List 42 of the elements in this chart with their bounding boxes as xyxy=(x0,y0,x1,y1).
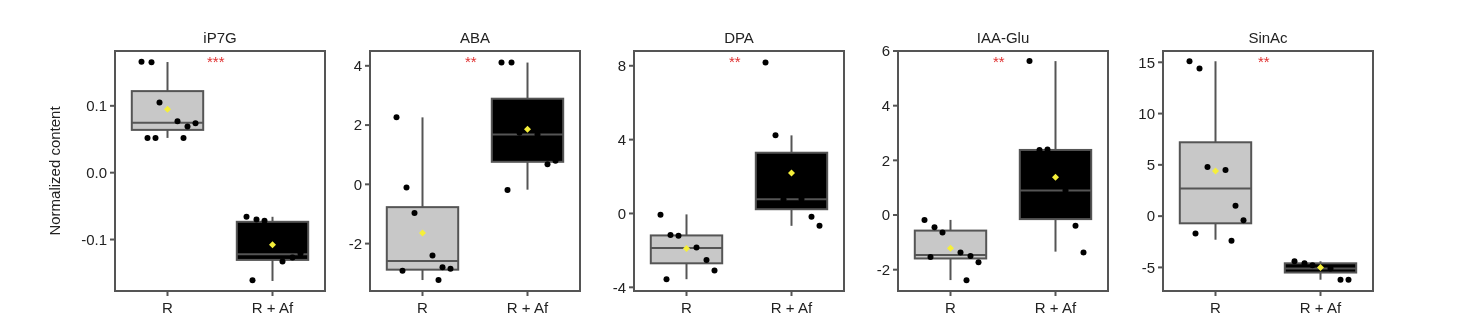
chart-title: DPA xyxy=(724,29,754,46)
y-tick-label: 2 xyxy=(881,151,890,169)
x-tick-label: R xyxy=(162,299,174,316)
x-tick-label: R xyxy=(417,299,429,316)
x-tick-label: R + Af xyxy=(251,299,294,316)
annotation: ** xyxy=(728,53,741,70)
x-tick-label: R xyxy=(945,299,957,316)
y-tick-label: 5 xyxy=(1146,156,1155,174)
chart-title: iP7G xyxy=(203,29,237,46)
y-tick-label: -2 xyxy=(876,260,890,278)
annotation: ** xyxy=(464,53,477,70)
y-tick-label: 0 xyxy=(1146,207,1155,225)
chart-title: IAA-Glu xyxy=(976,29,1030,46)
x-tick-label: R xyxy=(1210,299,1222,316)
y-tick-label: 0.1 xyxy=(86,97,107,115)
y-tick-label: 4 xyxy=(617,130,626,148)
x-tick-label: R + Af xyxy=(506,299,549,316)
y-tick-label: 6 xyxy=(881,42,890,60)
y-tick-label: 0 xyxy=(353,175,362,193)
y-tick-label: 0 xyxy=(617,204,626,222)
y-tick-label: 4 xyxy=(881,96,890,114)
x-tick-label: R + Af xyxy=(770,299,813,316)
y-tick-label: 0.0 xyxy=(86,163,107,181)
y-tick-label: 8 xyxy=(617,57,626,75)
annotation: *** xyxy=(207,53,225,70)
y-axis-title: Normalized content xyxy=(46,105,63,236)
annotation: ** xyxy=(1257,53,1270,70)
y-tick-label: 4 xyxy=(353,57,362,75)
y-tick-label: -4 xyxy=(612,278,626,296)
x-tick-label: R + Af xyxy=(1299,299,1342,316)
y-tick-label: -0.1 xyxy=(81,230,107,248)
y-tick-label: 15 xyxy=(1138,53,1155,71)
chart-title: ABA xyxy=(459,29,491,46)
y-tick-label: -2 xyxy=(348,234,362,252)
y-tick-label: -5 xyxy=(1141,258,1155,276)
y-tick-label: 2 xyxy=(353,116,362,134)
x-tick-label: R xyxy=(681,299,693,316)
chart-title: SinAc xyxy=(1248,29,1289,46)
y-tick-label: 10 xyxy=(1138,104,1155,122)
annotation: ** xyxy=(992,53,1005,70)
x-tick-label: R + Af xyxy=(1034,299,1077,316)
y-tick-label: 0 xyxy=(881,206,890,224)
